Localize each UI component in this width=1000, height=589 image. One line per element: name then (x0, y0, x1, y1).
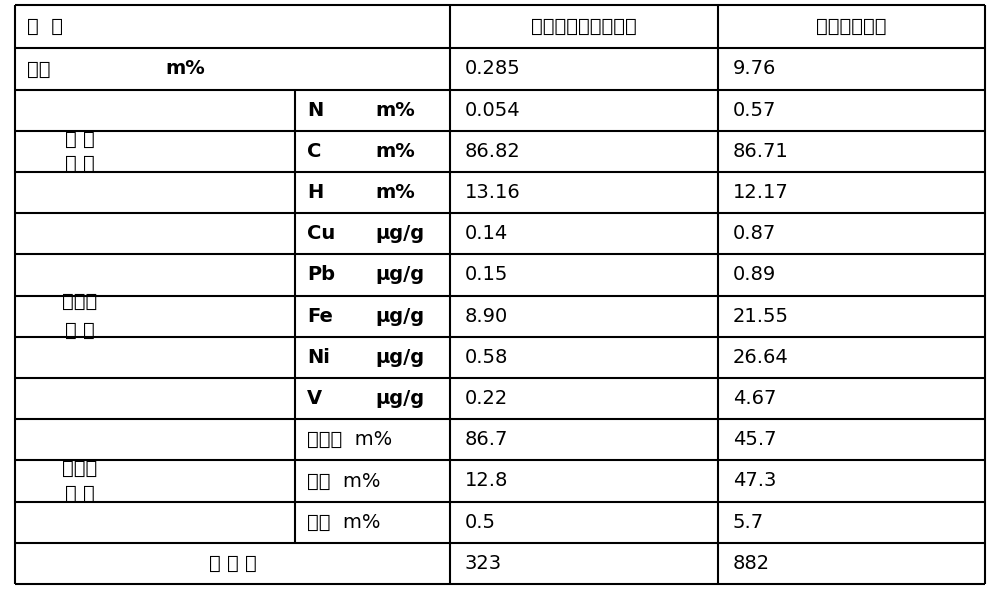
Text: Pb: Pb (307, 266, 335, 284)
Text: μg/g: μg/g (375, 348, 424, 367)
Text: 86.7: 86.7 (465, 431, 508, 449)
Text: 芳烃  m%: 芳烃 m% (307, 471, 380, 491)
Text: 新疆减压宽馏份蜡油: 新疆减压宽馏份蜡油 (531, 17, 637, 36)
Text: Cu: Cu (307, 224, 335, 243)
Text: V: V (307, 389, 322, 408)
Text: 分 析: 分 析 (65, 484, 95, 503)
Text: 86.82: 86.82 (465, 142, 521, 161)
Text: 族组成: 族组成 (62, 459, 98, 478)
Text: 882: 882 (733, 554, 770, 573)
Text: 9.76: 9.76 (733, 59, 776, 78)
Text: 13.16: 13.16 (465, 183, 521, 202)
Text: 0.15: 0.15 (465, 266, 508, 284)
Text: μg/g: μg/g (375, 307, 424, 326)
Text: 26.64: 26.64 (733, 348, 789, 367)
Text: 8.90: 8.90 (465, 307, 508, 326)
Text: 5.7: 5.7 (733, 512, 764, 532)
Text: μg/g: μg/g (375, 224, 424, 243)
Text: 胶质  m%: 胶质 m% (307, 512, 380, 532)
Text: Ni: Ni (307, 348, 330, 367)
Text: 4.67: 4.67 (733, 389, 776, 408)
Text: 0.87: 0.87 (733, 224, 776, 243)
Text: 元 素: 元 素 (65, 130, 95, 148)
Text: N: N (307, 101, 323, 120)
Text: m%: m% (375, 101, 415, 120)
Text: 新疆减压渣油: 新疆减压渣油 (816, 17, 887, 36)
Text: 分 子 量: 分 子 量 (209, 554, 256, 573)
Text: 重金属: 重金属 (62, 292, 98, 311)
Text: Fe: Fe (307, 307, 333, 326)
Text: 分 析: 分 析 (65, 321, 95, 340)
Text: 86.71: 86.71 (733, 142, 789, 161)
Text: 饱和烃  m%: 饱和烃 m% (307, 431, 392, 449)
Text: m%: m% (375, 142, 415, 161)
Text: 分 析: 分 析 (65, 154, 95, 173)
Text: 0.89: 0.89 (733, 266, 776, 284)
Text: 0.14: 0.14 (465, 224, 508, 243)
Text: 项  目: 项 目 (27, 17, 63, 36)
Text: 0.054: 0.054 (465, 101, 521, 120)
Text: 0.285: 0.285 (465, 59, 521, 78)
Text: μg/g: μg/g (375, 389, 424, 408)
Text: 0.22: 0.22 (465, 389, 508, 408)
Text: m%: m% (375, 183, 415, 202)
Text: 47.3: 47.3 (733, 471, 776, 491)
Text: μg/g: μg/g (375, 266, 424, 284)
Text: 0.57: 0.57 (733, 101, 776, 120)
Text: C: C (307, 142, 321, 161)
Text: 0.58: 0.58 (465, 348, 508, 367)
Text: 45.7: 45.7 (733, 431, 776, 449)
Text: H: H (307, 183, 323, 202)
Text: m%: m% (165, 59, 205, 78)
Text: 323: 323 (465, 554, 502, 573)
Text: 残炭: 残炭 (27, 59, 50, 78)
Text: 0.5: 0.5 (465, 512, 496, 532)
Text: 21.55: 21.55 (733, 307, 789, 326)
Text: 12.8: 12.8 (465, 471, 508, 491)
Text: 12.17: 12.17 (733, 183, 789, 202)
